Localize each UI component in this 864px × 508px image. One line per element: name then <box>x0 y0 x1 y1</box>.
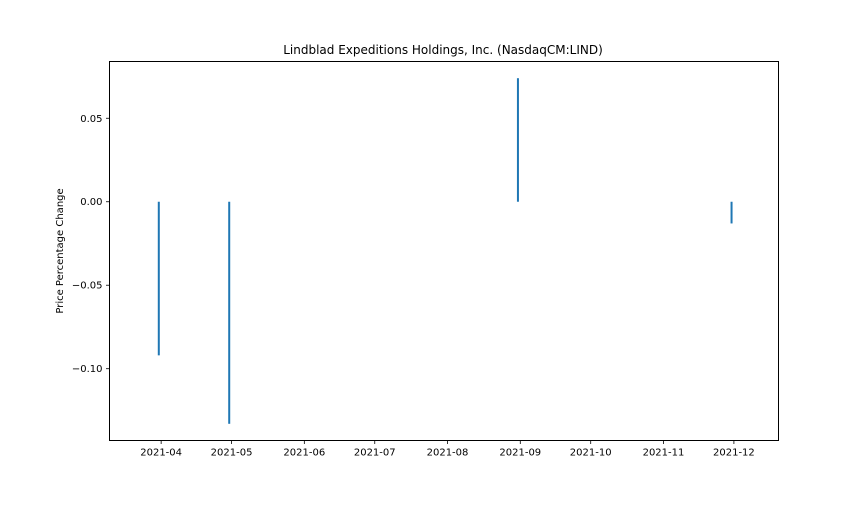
bar <box>516 78 519 202</box>
bar <box>228 201 231 424</box>
x-tick-label: 2021-04 <box>140 448 182 459</box>
x-tick-label: 2021-08 <box>427 448 469 459</box>
x-tick-label: 2021-12 <box>713 448 755 459</box>
bar <box>730 201 733 224</box>
plot-area: 2021-04 2021-05 2021-06 2021-07 2021-08 2021-… <box>72 78 755 459</box>
x-tick-label: 2021-10 <box>570 448 612 459</box>
x-tick-label: 2021-11 <box>643 448 685 459</box>
x-tick-label: 2021-09 <box>499 448 541 459</box>
plot-frame <box>109 61 779 441</box>
chart-title: Lindblad Expeditions Holdings, Inc. (Nas… <box>283 43 603 57</box>
x-tick-label: 2021-07 <box>354 448 396 459</box>
y-tick-label: −0.05 <box>72 281 103 292</box>
bar <box>157 201 160 356</box>
y-tick-label: −0.10 <box>72 364 103 375</box>
y-axis-label: Price Percentage Change <box>55 188 66 313</box>
y-tick-label: 0.00 <box>80 197 102 208</box>
x-tick-label: 2021-06 <box>283 448 325 459</box>
y-tick-label: 0.05 <box>80 114 102 125</box>
x-tick-label: 2021-05 <box>211 448 253 459</box>
